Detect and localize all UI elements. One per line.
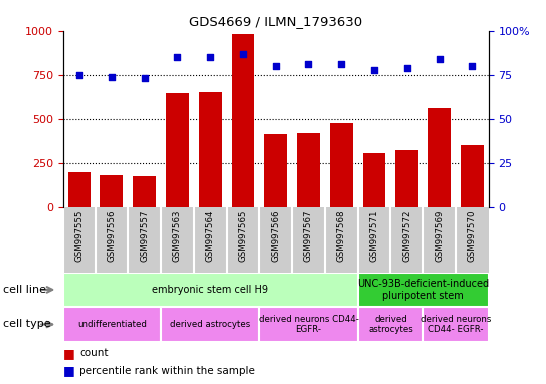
- Point: [402, 65, 411, 71]
- Point: [271, 63, 280, 69]
- Point: [75, 72, 84, 78]
- Bar: [161, 307, 259, 342]
- Text: GSM997570: GSM997570: [468, 209, 477, 262]
- Text: cell line: cell line: [3, 285, 46, 295]
- Text: GSM997565: GSM997565: [239, 209, 247, 262]
- Text: count: count: [79, 348, 109, 358]
- Bar: [395, 150, 418, 207]
- Point: [337, 61, 346, 67]
- Bar: [358, 273, 489, 307]
- Bar: [461, 145, 484, 207]
- Bar: [199, 92, 222, 207]
- Point: [140, 75, 149, 81]
- Text: cell type: cell type: [3, 319, 50, 329]
- Text: derived
astrocytes: derived astrocytes: [368, 315, 413, 334]
- Text: GSM997555: GSM997555: [75, 209, 84, 262]
- Point: [173, 54, 182, 60]
- Text: UNC-93B-deficient-induced
pluripotent stem: UNC-93B-deficient-induced pluripotent st…: [357, 279, 489, 301]
- Text: derived astrocytes: derived astrocytes: [170, 320, 250, 329]
- Bar: [428, 108, 451, 207]
- Point: [468, 63, 477, 69]
- Text: GSM997567: GSM997567: [304, 209, 313, 262]
- Text: GSM997572: GSM997572: [402, 209, 411, 262]
- Bar: [68, 172, 91, 207]
- Text: undifferentiated: undifferentiated: [77, 320, 147, 329]
- Text: derived neurons CD44-
EGFR-: derived neurons CD44- EGFR-: [259, 315, 358, 334]
- Text: embryonic stem cell H9: embryonic stem cell H9: [152, 285, 268, 295]
- Point: [206, 54, 215, 60]
- Bar: [166, 93, 189, 207]
- Title: GDS4669 / ILMN_1793630: GDS4669 / ILMN_1793630: [189, 15, 363, 28]
- Text: GSM997568: GSM997568: [337, 209, 346, 262]
- Bar: [297, 133, 320, 207]
- Bar: [264, 134, 287, 207]
- Bar: [63, 273, 358, 307]
- Bar: [358, 307, 423, 342]
- Text: GSM997556: GSM997556: [108, 209, 116, 262]
- Text: GSM997563: GSM997563: [173, 209, 182, 262]
- Point: [239, 51, 247, 57]
- Text: derived neurons
CD44- EGFR-: derived neurons CD44- EGFR-: [421, 315, 491, 334]
- Bar: [423, 307, 489, 342]
- Bar: [133, 176, 156, 207]
- Point: [370, 66, 378, 73]
- Text: GSM997569: GSM997569: [435, 209, 444, 262]
- Bar: [63, 307, 161, 342]
- Text: GSM997564: GSM997564: [206, 209, 215, 262]
- Bar: [232, 34, 254, 207]
- Point: [108, 74, 116, 80]
- Text: percentile rank within the sample: percentile rank within the sample: [79, 366, 255, 376]
- Bar: [100, 175, 123, 207]
- Text: ■: ■: [63, 347, 75, 360]
- Bar: [363, 152, 385, 207]
- Text: ■: ■: [63, 364, 75, 377]
- Text: GSM997566: GSM997566: [271, 209, 280, 262]
- Point: [304, 61, 313, 67]
- Bar: [259, 307, 358, 342]
- Text: GSM997557: GSM997557: [140, 209, 149, 262]
- Text: GSM997571: GSM997571: [370, 209, 378, 262]
- Bar: [330, 122, 353, 207]
- Point: [435, 56, 444, 62]
